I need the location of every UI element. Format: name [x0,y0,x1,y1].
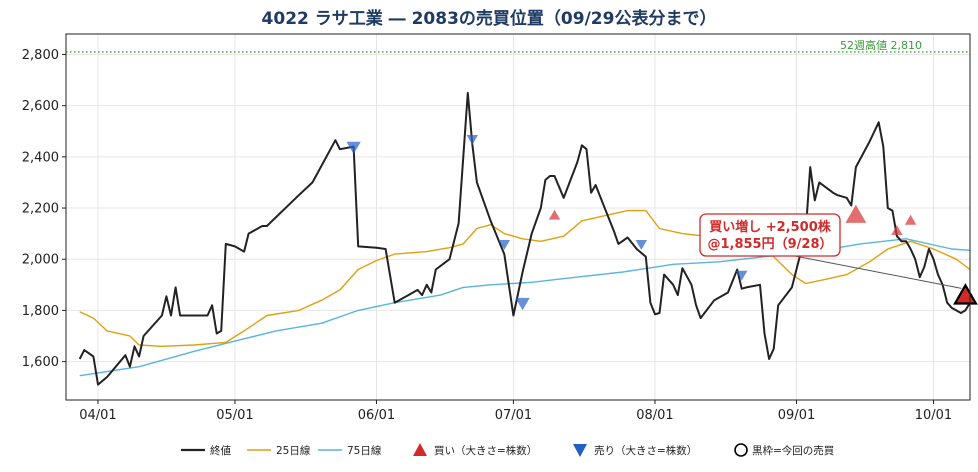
legend-swatch-buy [413,443,427,456]
trade-markers [346,135,978,311]
sell-marker [736,270,748,281]
x-tick-label: 06/01 [358,408,395,423]
legend-label: 75日線 [347,444,382,457]
ma25-line [79,209,971,347]
x-tick-label: 07/01 [495,408,532,423]
legend-swatch-circle [734,443,748,457]
y-tick-label: 2,000 [22,253,59,268]
sell-marker [515,297,530,311]
sell-marker [346,141,361,155]
x-tick-label: 05/01 [216,408,253,423]
annotation-line-2: @1,855円（9/28） [707,236,832,252]
x-tick-label: 04/01 [79,408,116,423]
sell-marker [635,240,647,250]
legend-label: 終値 [210,444,231,457]
y-tick-label: 2,600 [22,99,59,114]
annotation-box [699,213,841,257]
y-tick-label: 2,800 [22,48,59,63]
close-price-line [78,91,971,386]
legend-label: 黒枠=今回の売買 [752,444,835,457]
y-tick-label: 1,600 [22,355,59,370]
legend-label: 25日線 [276,444,311,457]
axes: 1,600 1,800 2,000 2,200 2,400 2,600 2,800 04/01… [22,48,952,423]
high-52w-label: 52週高値 2,810 [840,38,922,52]
annotation-connector [794,255,962,289]
sell-marker [498,240,510,250]
buy-marker [548,209,561,220]
buy-marker [953,283,978,305]
plot-frame [65,33,971,401]
buy-marker [891,225,903,235]
legend-label: 買い（大きさ=株数） [434,444,537,457]
x-tick-label: 08/01 [636,408,673,423]
y-tick-label: 2,400 [22,150,59,165]
reference-line-group: 52週高値 2,810 [66,38,970,53]
x-tick-label: 09/01 [778,408,815,423]
x-tick-label: 10/01 [915,408,952,423]
legend-swatch-sell [573,444,587,457]
annotation-line-1: 買い増し +2,500株 [709,219,832,235]
chart-title: 4022 ラサ工業 ― 2083の売買位置（09/29公表分まで） [262,8,717,29]
legend: 終値 25日線 75日線 買い（大きさ=株数） 売り（大きさ=株数） 黒枠=今回の売買 [181,443,835,457]
buy-marker [845,204,867,223]
y-tick-label: 1,800 [22,304,59,319]
buy-marker [904,214,917,225]
y-tick-label: 2,200 [22,202,59,217]
annotation-group: 買い増し +2,500株 @1,855円（9/28） [699,213,962,289]
sell-marker [466,135,478,145]
legend-label: 売り（大きさ=株数） [594,444,697,457]
